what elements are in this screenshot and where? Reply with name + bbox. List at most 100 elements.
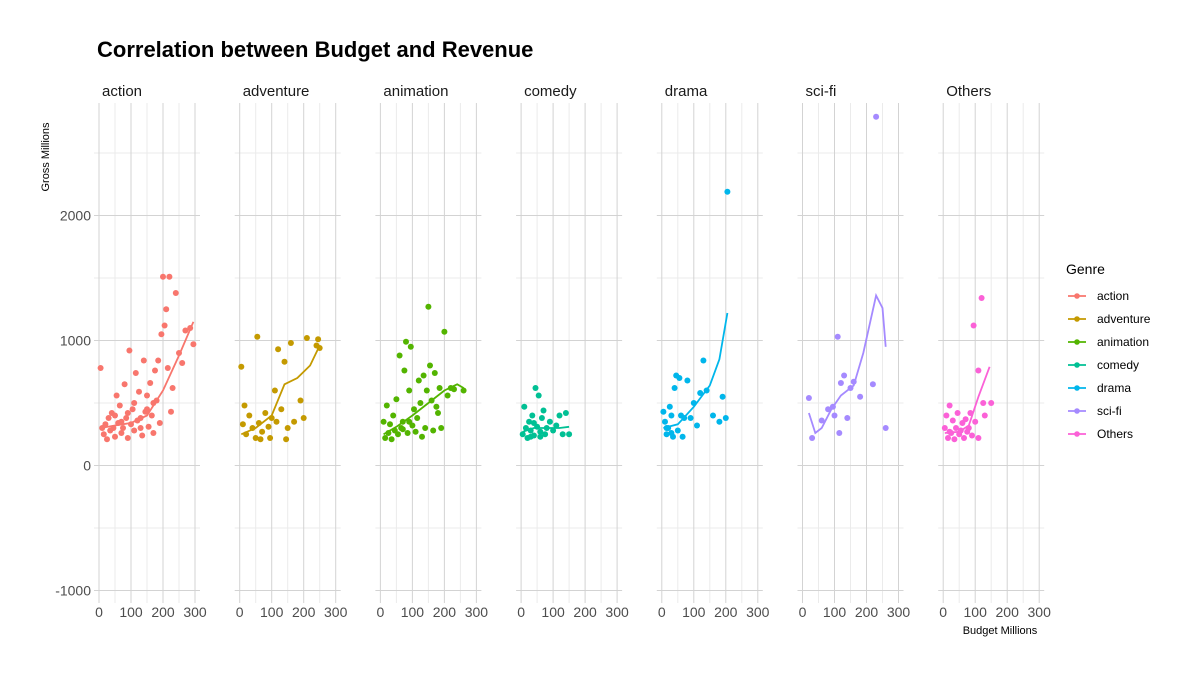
trend-line [383,383,465,436]
x-tick-label: 0 [939,604,947,620]
data-point [273,418,280,425]
x-tick-label: 300 [324,604,348,620]
data-point [972,418,979,425]
data-point [278,406,285,413]
data-point [530,420,537,426]
data-point [284,425,291,431]
legend-key-point [1074,293,1080,299]
trend-line [808,292,887,435]
facet-label: animation [383,83,448,100]
data-point [460,387,467,394]
data-point [831,412,838,419]
data-point [411,406,417,413]
data-point [116,402,123,409]
data-point [719,393,726,400]
data-point [137,425,144,431]
data-point [126,347,133,354]
x-tick-label: 200 [292,604,316,620]
data-point [407,343,414,350]
data-point [420,372,427,379]
legend-item-label: drama [1097,381,1131,395]
data-point [172,290,179,296]
x-tick-label: 300 [465,604,489,620]
data-point [100,431,107,438]
data-point [697,390,704,396]
data-point [415,377,422,384]
x-tick-label: 200 [855,604,879,620]
data-point [144,392,150,399]
data-point [136,388,142,395]
data-point [118,418,125,425]
data-point [139,432,146,439]
data-point [837,380,844,386]
x-tick-label: 100 [964,604,988,620]
data-point [521,403,528,410]
x-axis-label: Budget Millions [963,625,1038,637]
data-point [873,113,880,120]
data-point [671,385,678,391]
x-tick-label: 200 [433,604,457,620]
legend-item-label: comedy [1097,358,1139,372]
data-point [239,421,246,428]
data-point [836,430,843,436]
legend-key-point [1074,316,1080,322]
data-point [662,418,668,425]
data-point [124,435,131,441]
data-point [953,425,959,431]
legend-key-point [1074,431,1080,437]
data-point [941,425,948,431]
data-point [537,428,544,435]
data-point [97,365,104,371]
x-tick-label: 100 [823,604,847,620]
data-point [403,338,409,345]
data-point [147,380,154,386]
x-tick-label: 300 [605,604,629,620]
data-point [676,375,683,381]
data-point [380,418,387,425]
data-point [969,432,975,439]
facet-label: comedy [524,83,577,100]
facet-panel-sci-fi: sci-fi 0 100 200 300 [797,83,910,620]
data-point [395,431,401,438]
y-tick-label: -1000 [55,583,91,599]
legend-key-point [1074,362,1080,368]
data-point [190,341,197,348]
facet-panel-comedy: comedy 0 100 200 300 [516,83,629,620]
data-point [540,407,547,414]
data-point [145,423,152,430]
data-point [132,370,139,376]
legend-key-point [1074,385,1080,391]
data-point [961,435,967,441]
data-point [980,400,987,406]
data-point [315,336,322,343]
data-point [710,412,716,419]
x-tick-label: 300 [746,604,770,620]
data-point [526,418,533,425]
data-point [121,381,128,388]
facet-panel-drama: drama 0 100 200 300 [656,83,770,620]
data-point [275,346,282,353]
data-point [542,431,549,438]
data-point [399,426,406,433]
data-point [406,387,413,394]
data-point [981,412,988,419]
trend-line [944,366,991,434]
data-point [869,381,876,388]
data-point [112,433,118,440]
data-point [519,431,526,438]
data-point [419,433,425,440]
data-point [252,435,259,441]
data-point [160,273,166,280]
data-point [857,393,864,400]
data-point [265,423,272,430]
data-point [562,410,569,416]
data-point [431,370,438,376]
data-point [809,435,816,441]
x-tick-label: 100 [260,604,284,620]
x-tick-label: 200 [996,604,1020,620]
x-tick-label: 0 [517,604,525,620]
data-point [668,412,675,419]
legend-title: Genre [1066,261,1105,277]
data-point [427,362,433,369]
